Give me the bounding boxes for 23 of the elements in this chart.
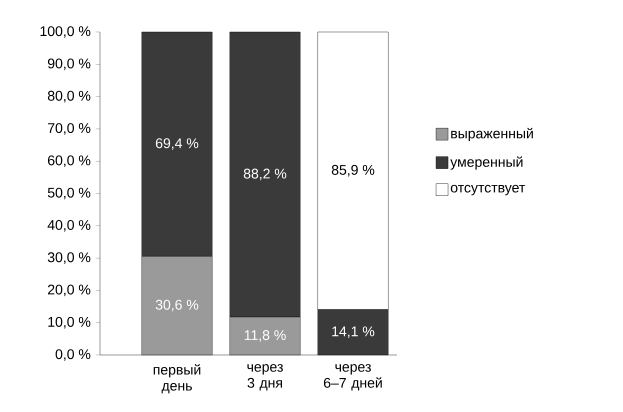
y-tick-label: 90,0 % — [48, 58, 90, 70]
data-label: 14,1 % — [332, 326, 374, 338]
legend-label: выраженный — [451, 128, 533, 142]
x-tick-label: первый день — [154, 364, 200, 394]
y-tick-label: 0,0 % — [56, 349, 90, 361]
legend-label: умеренный — [450, 156, 522, 170]
data-label: 69,4 % — [156, 138, 198, 150]
y-tick-label: 60,0 % — [48, 155, 90, 167]
x-tick-label: через 3 дня — [247, 364, 283, 390]
y-tick-label: 100,0 % — [40, 26, 90, 38]
data-label: 11,8 % — [244, 330, 286, 342]
x-tick-label: через 6–7 дней — [324, 364, 382, 390]
y-tick-label: 30,0 % — [48, 252, 90, 264]
data-label: 85,9 % — [332, 164, 374, 177]
y-tick-label: 50,0 % — [48, 188, 90, 200]
y-tick-label: 40,0 % — [48, 220, 90, 232]
y-tick-label: 20,0 % — [48, 284, 90, 296]
y-tick-label: 10,0 % — [48, 316, 90, 328]
y-tick-label: 70,0 % — [48, 123, 90, 135]
y-tick-label: 80,0 % — [48, 90, 90, 102]
data-label: 30,6 % — [156, 300, 198, 312]
legend-label: отсутствует — [450, 184, 526, 196]
data-label: 88,2 % — [244, 168, 286, 180]
